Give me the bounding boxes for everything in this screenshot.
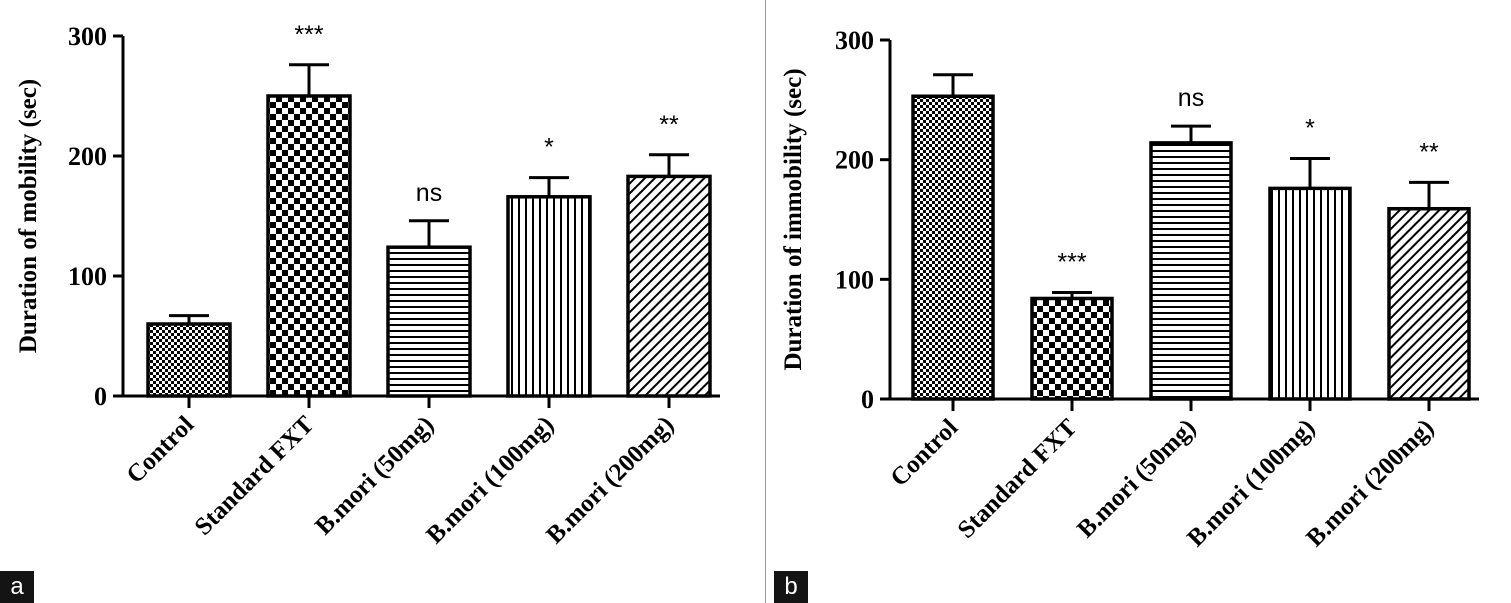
y-axis-title: Duration of immobility (sec): [780, 68, 807, 370]
bar: [1268, 186, 1352, 401]
y-tick-label: 200: [68, 142, 107, 171]
x-tick-label: Standard FXT: [953, 414, 1083, 544]
x-tick-label: Control: [122, 411, 200, 489]
y-tick-label: 200: [835, 146, 874, 175]
y-tick-label: 100: [68, 262, 107, 291]
x-tick-label: B.mori (100mg): [1182, 414, 1320, 552]
x-tick-label: Control: [886, 414, 964, 492]
y-tick-label: 0: [861, 385, 874, 414]
significance-label: ns: [416, 179, 442, 207]
significance-label: ns: [1178, 84, 1204, 112]
panel-label-b: b: [774, 571, 808, 603]
x-tick-label: Standard FXT: [190, 411, 320, 541]
y-tick-label: 100: [835, 265, 874, 294]
x-tick-label: B.mori (50mg): [310, 411, 439, 540]
significance-label: ***: [294, 21, 323, 49]
bar-chart-mobility: Duration of mobility (sec) 0 100 200 300 Cont…: [15, 21, 720, 549]
significance-label: ***: [1057, 248, 1086, 276]
x-tick-label: B.mori (200mg): [1301, 414, 1439, 552]
y-tick-label: 300: [835, 26, 874, 55]
y-axis-title: Duration of mobility (sec): [15, 79, 42, 353]
y-tick-label: 0: [94, 382, 107, 411]
bar: [266, 94, 352, 398]
x-tick-label: B.mori (50mg): [1072, 414, 1201, 543]
chart-panel-a: Duration of mobility (sec) 0 100 200 300 Cont…: [0, 0, 766, 603]
x-tick-label: B.mori (100mg): [421, 411, 559, 549]
significance-label: **: [1419, 138, 1439, 166]
bar: [506, 195, 592, 398]
chart-panel-b: Duration of immobility (sec) 0 100 200 300 Co…: [767, 0, 1511, 603]
significance-label: *: [544, 134, 554, 162]
bar: [911, 94, 995, 401]
significance-label: **: [659, 111, 679, 139]
bar: [1387, 206, 1471, 401]
bar-chart-immobility: Duration of immobility (sec) 0 100 200 300 Co…: [780, 26, 1479, 552]
bar: [626, 174, 712, 398]
panel-label-a: a: [0, 571, 34, 603]
bar: [146, 322, 232, 398]
significance-label: *: [1305, 114, 1315, 142]
bar: [386, 245, 472, 398]
y-tick-label: 300: [68, 22, 107, 51]
bar: [1149, 141, 1233, 401]
bar: [1030, 296, 1114, 401]
x-tick-label: B.mori (200mg): [541, 411, 679, 549]
